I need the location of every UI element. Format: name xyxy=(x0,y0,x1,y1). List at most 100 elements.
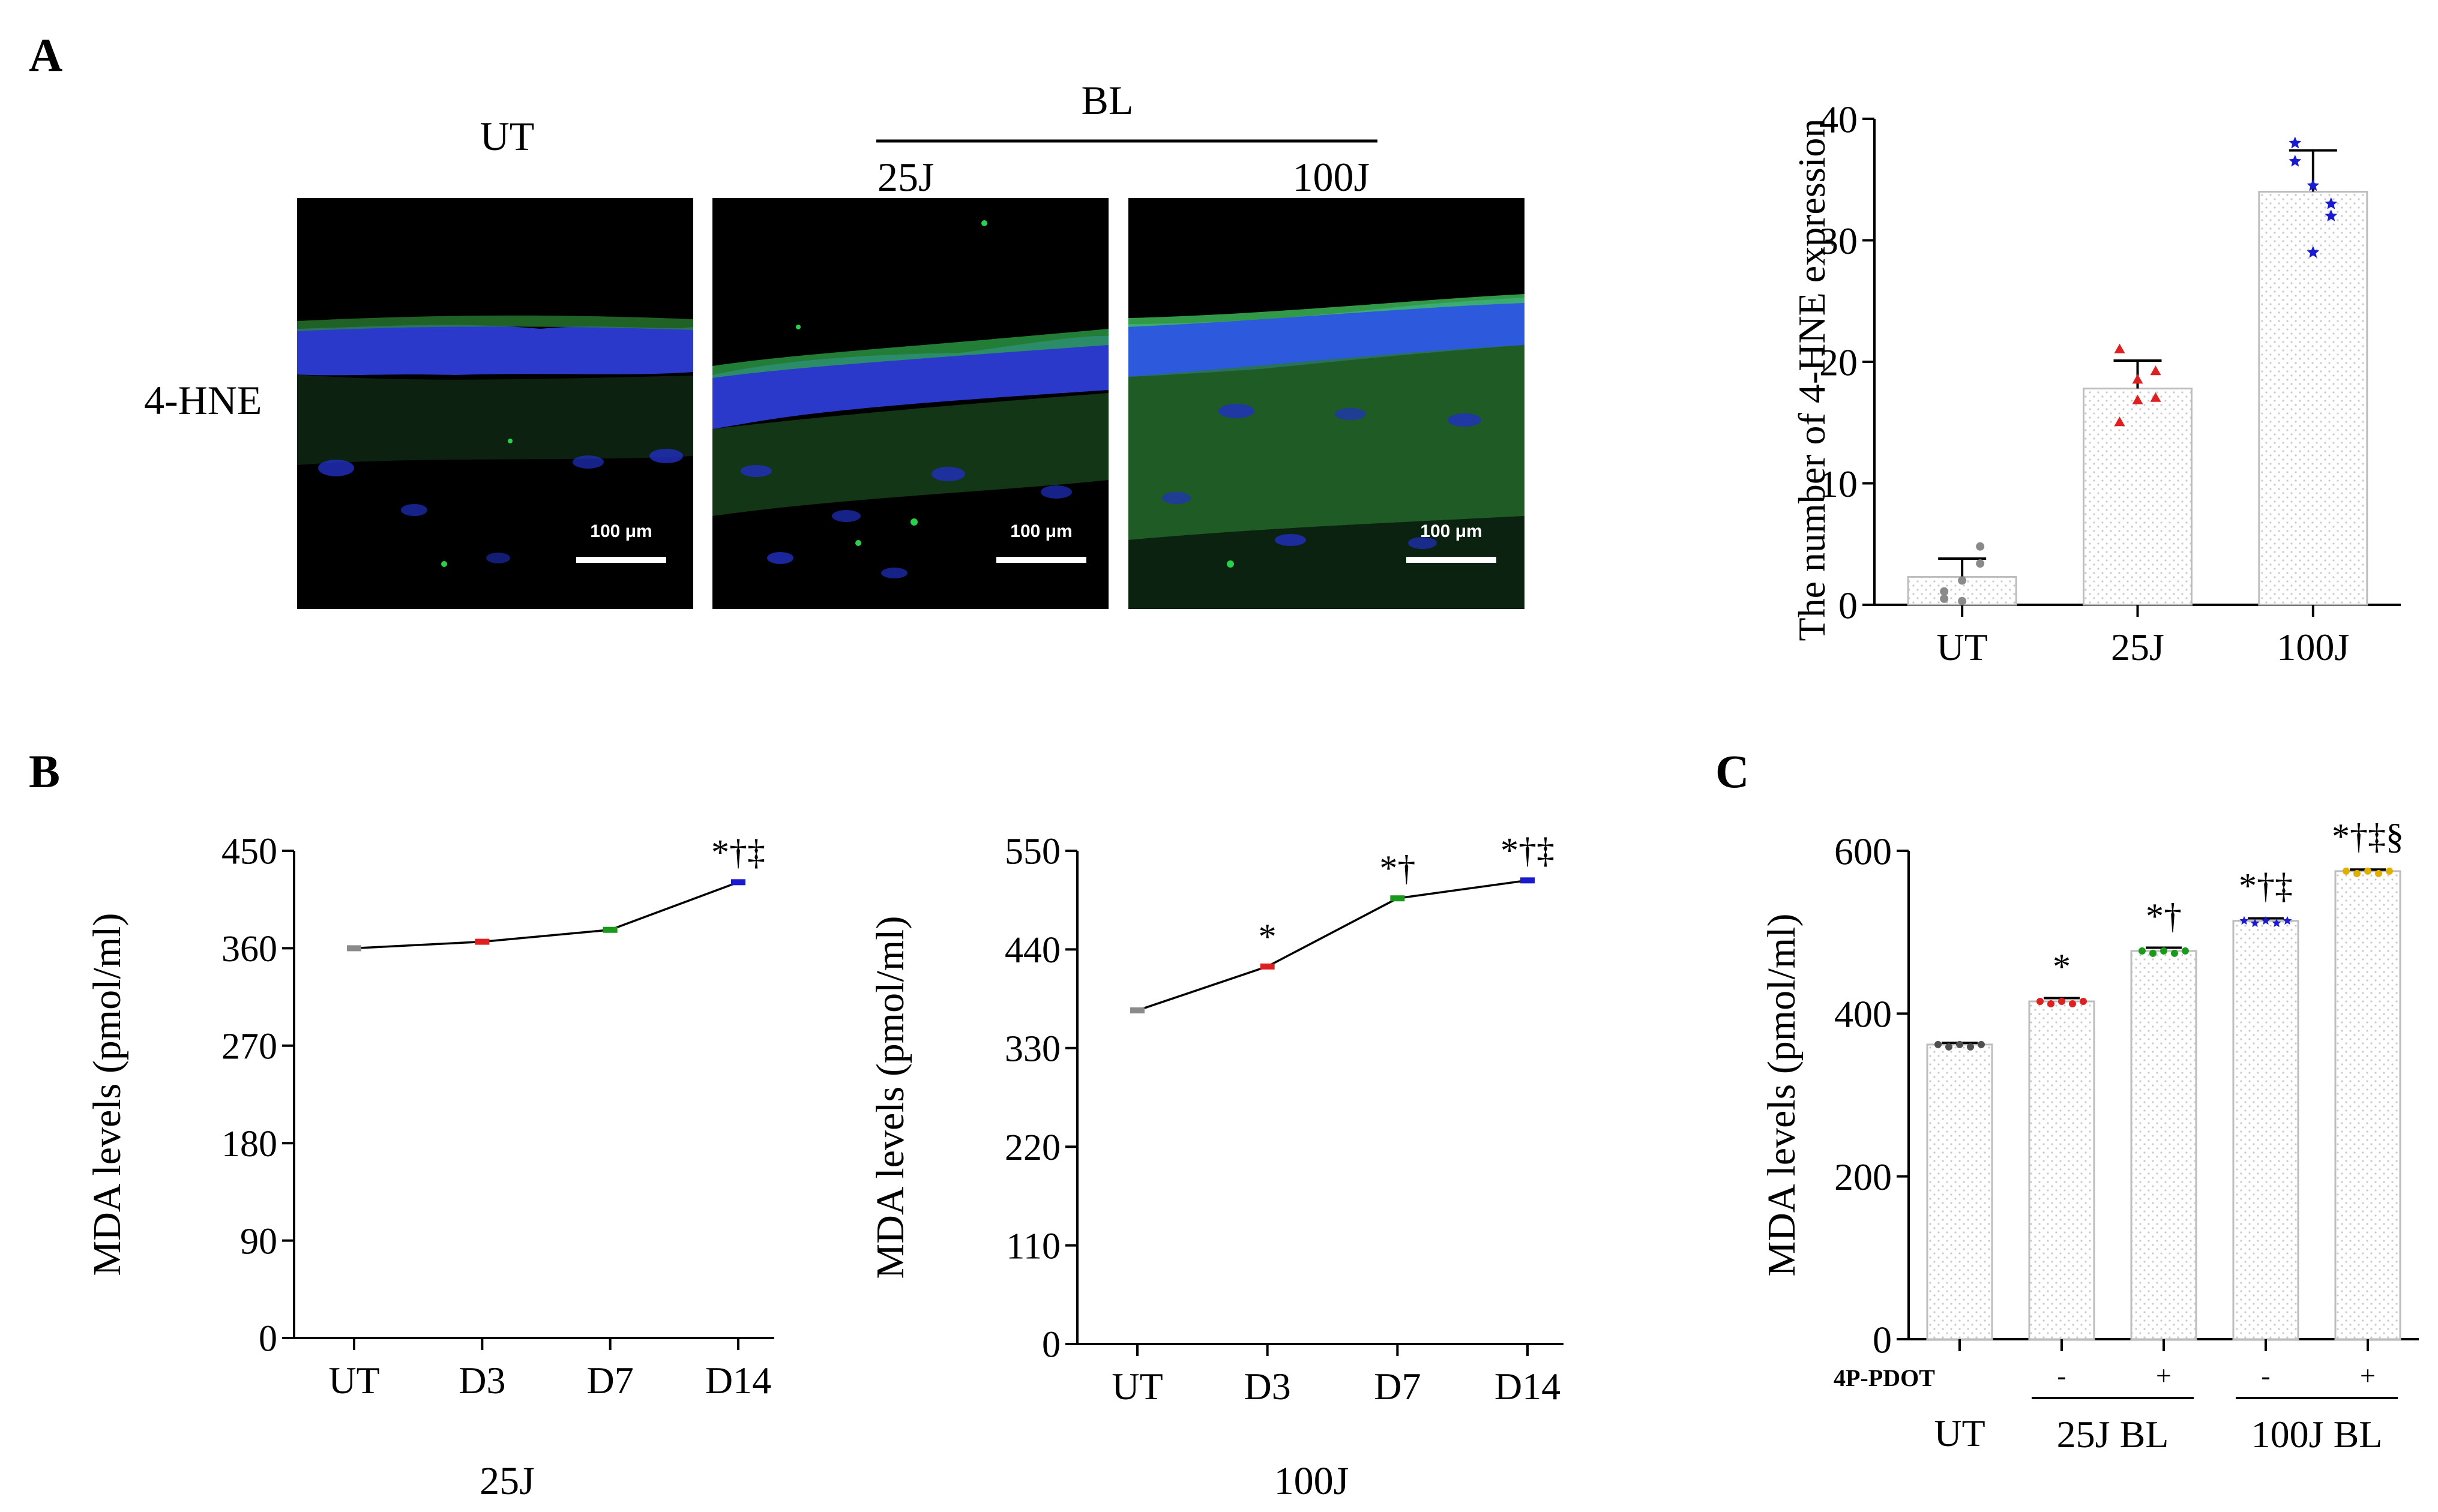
y-tick-label: 0 xyxy=(1838,584,1858,626)
data-point xyxy=(2171,949,2178,957)
y-tick-label: 180 xyxy=(221,1124,277,1165)
significance-label: *†‡ xyxy=(1500,830,1555,870)
data-point xyxy=(2132,374,2143,384)
panel-label-a: A xyxy=(29,29,62,81)
data-point xyxy=(475,938,490,945)
data-point xyxy=(603,926,618,933)
x-tick-label: UT xyxy=(1937,626,1988,668)
data-point xyxy=(2139,947,2146,955)
data-point xyxy=(1945,1043,1952,1051)
data-point xyxy=(2150,392,2161,402)
x-tick-label: 25J xyxy=(2111,626,2164,668)
data-point xyxy=(2149,949,2157,957)
x-tick-label: 100J xyxy=(2277,626,2349,668)
x-tick-label: D14 xyxy=(1494,1365,1561,1408)
data-point xyxy=(2364,867,2371,875)
data-point xyxy=(1978,1040,1985,1048)
y-tick-label: 330 xyxy=(1005,1029,1061,1070)
row-label-4hne: 4-HNE xyxy=(144,377,262,423)
series-line xyxy=(1137,879,1528,1012)
scale-bar-label-100j: 100 μm xyxy=(1420,521,1482,541)
data-point xyxy=(2150,365,2161,376)
col-label-100j: 100J xyxy=(1293,154,1370,200)
y-tick-label: 0 xyxy=(1873,1318,1892,1361)
y-tick-label: 550 xyxy=(1005,832,1061,872)
data-point xyxy=(2080,997,2087,1005)
data-point xyxy=(1956,1040,1963,1048)
data-point xyxy=(1967,1043,1974,1051)
significance-label: * xyxy=(1259,917,1277,956)
micrograph-panel: UT BL 25J 100J 4-HNE 100 μm xyxy=(144,77,1525,609)
significance-label: *†‡§ xyxy=(2332,817,2404,856)
data-point xyxy=(1976,559,1985,568)
chart-mda-25j-line: 0 90 180 270 360 450 MDA levels (pmol/ml) UT D3 D… xyxy=(85,832,774,1503)
chart-title: 100J xyxy=(1274,1459,1349,1503)
col-label-25j: 25J xyxy=(877,154,934,200)
data-point xyxy=(1958,596,1967,605)
data-point xyxy=(1976,542,1985,551)
data-point xyxy=(2272,918,2281,928)
bar xyxy=(2258,191,2368,606)
x-tick-label: UT xyxy=(1112,1365,1163,1408)
x-tick-label: D7 xyxy=(587,1359,634,1402)
col-label-bl: BL xyxy=(1082,77,1134,123)
micrograph-100j: 100 μm xyxy=(1128,198,1525,609)
x-tick-label: D3 xyxy=(459,1359,505,1402)
data-point xyxy=(2289,154,2302,167)
pdot-sign: - xyxy=(2261,1360,2270,1391)
y-tick-label: 40 xyxy=(1819,98,1858,140)
y-tick-label: 200 xyxy=(1834,1156,1892,1198)
data-point xyxy=(2250,918,2260,928)
y-tick-label: 600 xyxy=(1834,830,1892,872)
y-tick-label: 450 xyxy=(221,832,277,872)
data-point xyxy=(2036,997,2044,1005)
x-tick-label: D3 xyxy=(1244,1365,1291,1408)
y-tick-label: 0 xyxy=(1042,1325,1061,1366)
micrograph-ut: 100 μm xyxy=(297,198,693,609)
y-axis-label: MDA levels (pmol/ml) xyxy=(85,913,129,1276)
group-label: UT xyxy=(1934,1412,1985,1454)
bar xyxy=(1926,1043,1993,1340)
data-point xyxy=(2325,209,2338,221)
x-tick-label: UT xyxy=(328,1359,379,1402)
y-axis-label: The number of 4-HNE expression xyxy=(1790,119,1833,641)
scale-bar-label-ut: 100 μm xyxy=(590,521,652,541)
data-point xyxy=(1130,1007,1145,1014)
data-point xyxy=(2114,416,2125,427)
y-tick-label: 400 xyxy=(1834,993,1892,1036)
data-point xyxy=(1934,1040,1942,1048)
pdot-label: 4P-PDOT xyxy=(1834,1364,1935,1391)
y-tick-label: 20 xyxy=(1819,341,1858,383)
pdot-sign: + xyxy=(2156,1360,2172,1391)
y-axis-label: MDA levels (pmol/ml) xyxy=(868,916,912,1279)
panel-label-b: B xyxy=(29,745,60,797)
y-tick-label: 270 xyxy=(221,1027,277,1067)
data-point xyxy=(1940,594,1949,603)
chart-mda-pdot-bar: 0 200 400 600 MDA levels (pmol/ml) * *† *†‡ *†‡§… xyxy=(1760,817,2419,1456)
data-point xyxy=(1940,587,1949,596)
data-point xyxy=(1520,877,1535,884)
micrograph-25j: 100 μm xyxy=(712,198,1109,609)
data-point xyxy=(2386,867,2393,875)
y-tick-label: 440 xyxy=(1005,930,1061,971)
pdot-sign: - xyxy=(2057,1360,2066,1391)
data-point xyxy=(2069,1000,2076,1007)
data-point xyxy=(2132,394,2143,404)
data-point xyxy=(2058,997,2065,1005)
significance-label: *† xyxy=(1379,848,1415,888)
significance-label: *† xyxy=(2146,896,2182,936)
significance-label: * xyxy=(2053,947,2071,986)
group-label: 25J BL xyxy=(2057,1413,2169,1456)
x-tick-label: D14 xyxy=(705,1359,771,1402)
data-point xyxy=(731,879,745,886)
data-point xyxy=(2325,197,2338,209)
x-tick-label: D7 xyxy=(1374,1365,1421,1408)
y-tick-label: 90 xyxy=(240,1221,277,1262)
data-point xyxy=(1260,963,1275,970)
y-tick-label: 110 xyxy=(1006,1226,1061,1267)
data-point xyxy=(347,945,361,952)
data-point xyxy=(2160,947,2167,955)
bar xyxy=(2028,1000,2095,1340)
